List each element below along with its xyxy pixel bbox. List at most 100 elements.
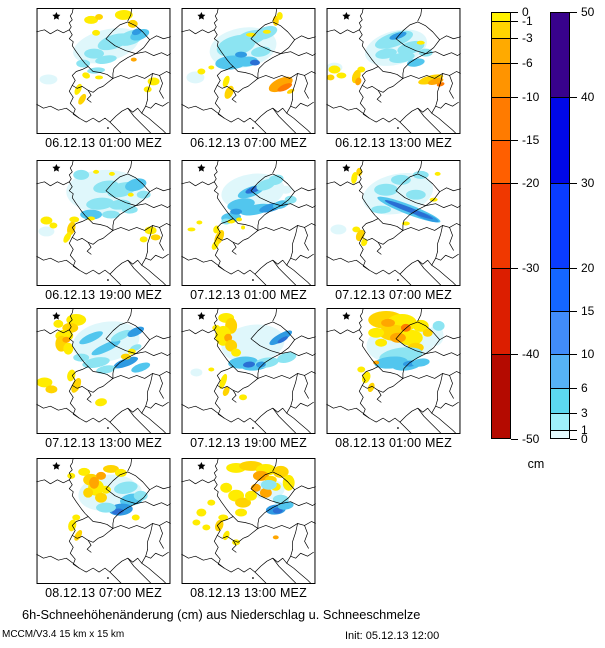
map-canvas [181, 308, 316, 434]
snow-change-blob [121, 205, 138, 214]
snow-change-blob [38, 226, 55, 237]
snow-change-blob [412, 170, 429, 179]
map-canvas [36, 458, 171, 584]
snow-change-blob [45, 385, 58, 394]
snow-change-blob [367, 382, 375, 393]
snow-change-blob [63, 342, 74, 355]
snow-change-blob [103, 464, 119, 473]
snow-change-blob [432, 320, 445, 331]
snow-change-blob [95, 75, 104, 80]
snow-change-blob [96, 365, 116, 374]
snow-change-blob [362, 172, 434, 215]
map-panel: 08.12.13 01:00 MEZ [326, 308, 461, 453]
snow-change-blob [371, 205, 392, 214]
snow-change-blob [260, 479, 277, 490]
snow-change-blob [113, 356, 139, 369]
colorbar-tick [511, 63, 518, 64]
snow-change-blob [398, 329, 423, 346]
panel-time-label: 06.12.13 19:00 MEZ [45, 288, 162, 302]
snow-change-blob [84, 15, 99, 24]
snow-change-blob [391, 174, 411, 185]
map-frame [36, 160, 171, 286]
snow-change-blob [328, 65, 341, 74]
snow-change-blob [412, 319, 429, 332]
colorbar-segment [550, 430, 570, 439]
snow-change-blob [150, 234, 161, 241]
snow-change-blob [407, 58, 425, 67]
colorbar-tick [511, 97, 518, 98]
colorbar-outline [550, 12, 570, 439]
panel-time-label: 07.12.13 07:00 MEZ [335, 288, 452, 302]
colorbar-segment [491, 140, 511, 183]
snow-change-blob [53, 319, 64, 328]
map-panel: 07.12.13 13:00 MEZ [36, 308, 171, 453]
map-canvas [181, 8, 316, 134]
colorbar-segment [491, 268, 511, 354]
snow-change-blob [389, 52, 415, 63]
snow-change-blob [401, 221, 410, 226]
snow-change-blob [192, 519, 201, 526]
snow-change-blob [236, 217, 243, 222]
colorbar-tick-label: -15 [522, 133, 540, 147]
snow-change-blob [120, 353, 131, 360]
map-frame [36, 458, 171, 584]
snow-change-blob [76, 59, 91, 68]
snow-change-blob [136, 190, 151, 199]
snow-change-blob [95, 398, 107, 407]
map-canvas [326, 308, 461, 434]
snow-change-blob [336, 72, 347, 79]
map-panel: 07.12.13 07:00 MEZ [326, 160, 461, 305]
snow-change-blob [249, 59, 260, 66]
snow-change-blob [102, 210, 120, 219]
colorbar-tick-label: 6 [581, 381, 588, 395]
colorbar-tick [570, 413, 577, 414]
map-panel: 08.12.13 13:00 MEZ [181, 458, 316, 603]
colorbar-boundary [550, 311, 570, 312]
map-panel: 06.12.13 13:00 MEZ [326, 8, 461, 153]
snow-change-blob [243, 361, 255, 368]
map-canvas [181, 160, 316, 286]
snow-change-blob [101, 485, 111, 494]
panel-time-label: 07.12.13 01:00 MEZ [190, 288, 307, 302]
snow-change-blob [384, 200, 433, 220]
colorbar-tick-label: 50 [581, 5, 595, 19]
map-frame [326, 308, 461, 434]
colorbar-tick [570, 430, 577, 431]
snow-change-blob [186, 71, 205, 84]
snow-change-blob [357, 366, 366, 373]
snow-change-blob [218, 514, 229, 521]
map-panel: 06.12.13 01:00 MEZ [36, 8, 171, 153]
snow-change-blob [93, 169, 100, 174]
snow-change-blob [131, 362, 151, 373]
panel-time-label: 06.12.13 07:00 MEZ [190, 136, 307, 150]
snow-change-blob [251, 46, 271, 57]
colorbar-boundary [491, 268, 511, 269]
colorbar-tick-label: 30 [581, 176, 595, 190]
colorbar-segment [550, 413, 570, 431]
snow-change-blob [375, 48, 397, 59]
snow-change-blob [434, 171, 441, 176]
snow-change-blob [143, 86, 152, 93]
colorbar-unit-label: cm [527, 457, 545, 471]
colorbar-tick [570, 12, 577, 13]
snow-change-blob [235, 497, 251, 508]
colorbar-segment [550, 268, 570, 311]
map-canvas [181, 458, 316, 584]
map-canvas [36, 308, 171, 434]
snow-change-blob [235, 508, 248, 517]
snow-change-blob [276, 11, 283, 20]
snow-change-blob [114, 468, 127, 477]
snow-change-blob [114, 9, 133, 20]
snow-change-blob [114, 481, 138, 494]
colorbar-outline [491, 12, 511, 439]
map-panel: 07.12.13 01:00 MEZ [181, 160, 316, 305]
snow-change-blob [277, 352, 297, 364]
snow-change-blob [139, 236, 148, 243]
colorbar-tick [570, 97, 577, 98]
snow-change-blob [374, 183, 398, 196]
colorbar-segment [491, 37, 511, 64]
snow-change-blob [89, 476, 100, 489]
country-borders [326, 8, 461, 134]
colorbar-segment [550, 12, 570, 98]
colorbar-tick [570, 183, 577, 184]
